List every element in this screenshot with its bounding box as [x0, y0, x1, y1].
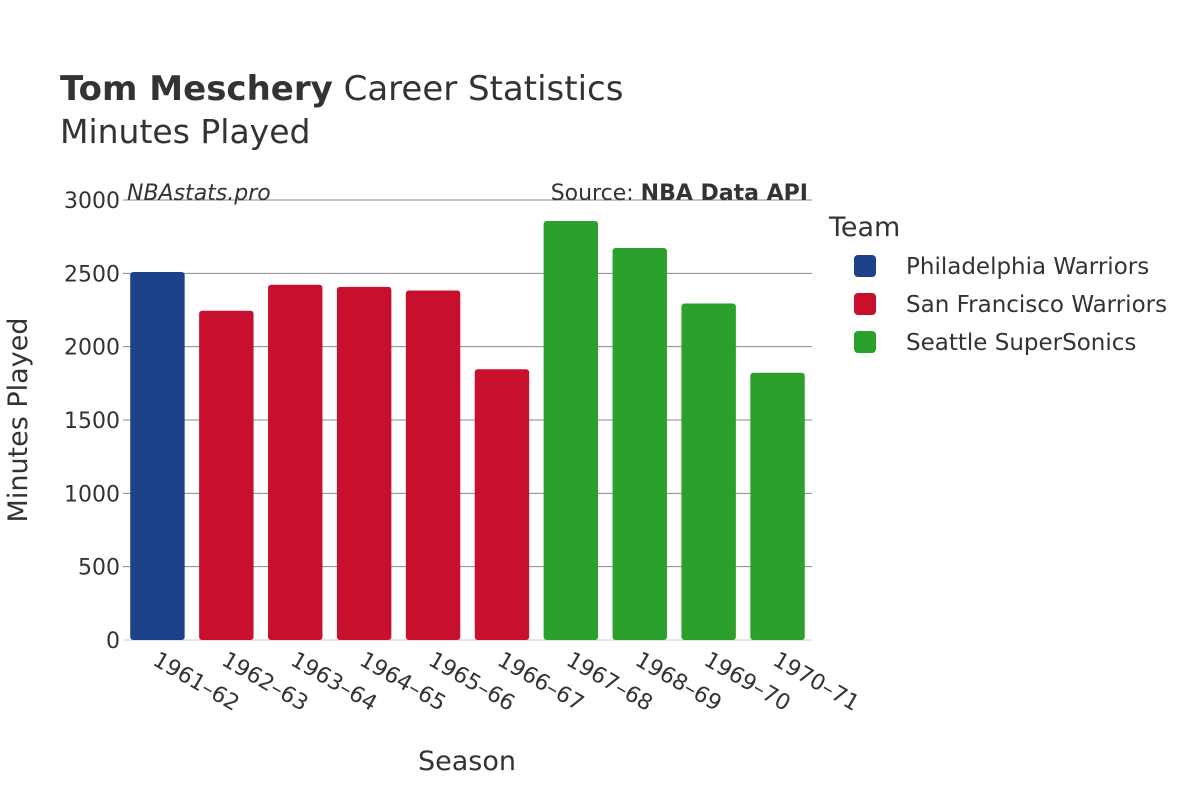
source-annotation: Source: NBA Data API	[551, 181, 808, 206]
x-tick-labels: 1961–621962–631963–641964–651965–661966–…	[148, 648, 863, 717]
legend-item[interactable]: Seattle SuperSonics	[854, 330, 1136, 356]
bar	[405, 290, 461, 640]
y-tick-label: 3000	[64, 189, 120, 214]
y-tick-label: 2000	[64, 336, 120, 361]
y-tick-label: 1500	[64, 409, 120, 434]
y-tick-label: 1000	[64, 482, 120, 507]
legend-swatch	[854, 331, 876, 353]
legend-swatch	[854, 293, 876, 315]
bars	[130, 220, 805, 640]
bar	[130, 272, 185, 640]
legend-item[interactable]: Philadelphia Warriors	[854, 254, 1149, 280]
y-axis-title: Minutes Played	[3, 318, 34, 523]
chart-title: Tom Meschery Career Statistics	[60, 69, 623, 109]
bar	[612, 247, 667, 640]
chart-title-rest: Career Statistics	[333, 69, 624, 109]
y-tick-label: 2500	[64, 262, 120, 287]
chart-subtitle: Minutes Played	[60, 112, 310, 151]
bar	[543, 220, 599, 640]
chart-title-bold: Tom Meschery	[60, 69, 333, 109]
legend-label: Seattle SuperSonics	[906, 330, 1136, 356]
y-tick-labels: 0 500 1000 1500 2000 2500 3000	[64, 189, 120, 654]
bar	[199, 310, 254, 640]
legend-item[interactable]: San Francisco Warriors	[854, 292, 1167, 318]
source-prefix: Source:	[551, 181, 641, 206]
legend-title: Team	[828, 212, 900, 243]
bar	[474, 369, 530, 640]
y-tick-label: 0	[106, 629, 120, 654]
legend-label: San Francisco Warriors	[906, 292, 1167, 318]
bar	[336, 286, 392, 640]
watermark: NBAstats.pro	[127, 181, 271, 206]
bar	[268, 284, 323, 640]
legend: Team Philadelphia Warriors San Francisco …	[828, 212, 1167, 356]
source-name: NBA Data API	[641, 181, 808, 206]
y-tick-label: 500	[78, 556, 120, 581]
legend-swatch	[854, 255, 876, 277]
bar	[681, 303, 736, 640]
x-axis-title: Season	[418, 746, 516, 777]
bar	[750, 372, 805, 640]
legend-items: Philadelphia Warriors San Francisco Warri…	[854, 254, 1167, 356]
legend-label: Philadelphia Warriors	[906, 254, 1149, 280]
